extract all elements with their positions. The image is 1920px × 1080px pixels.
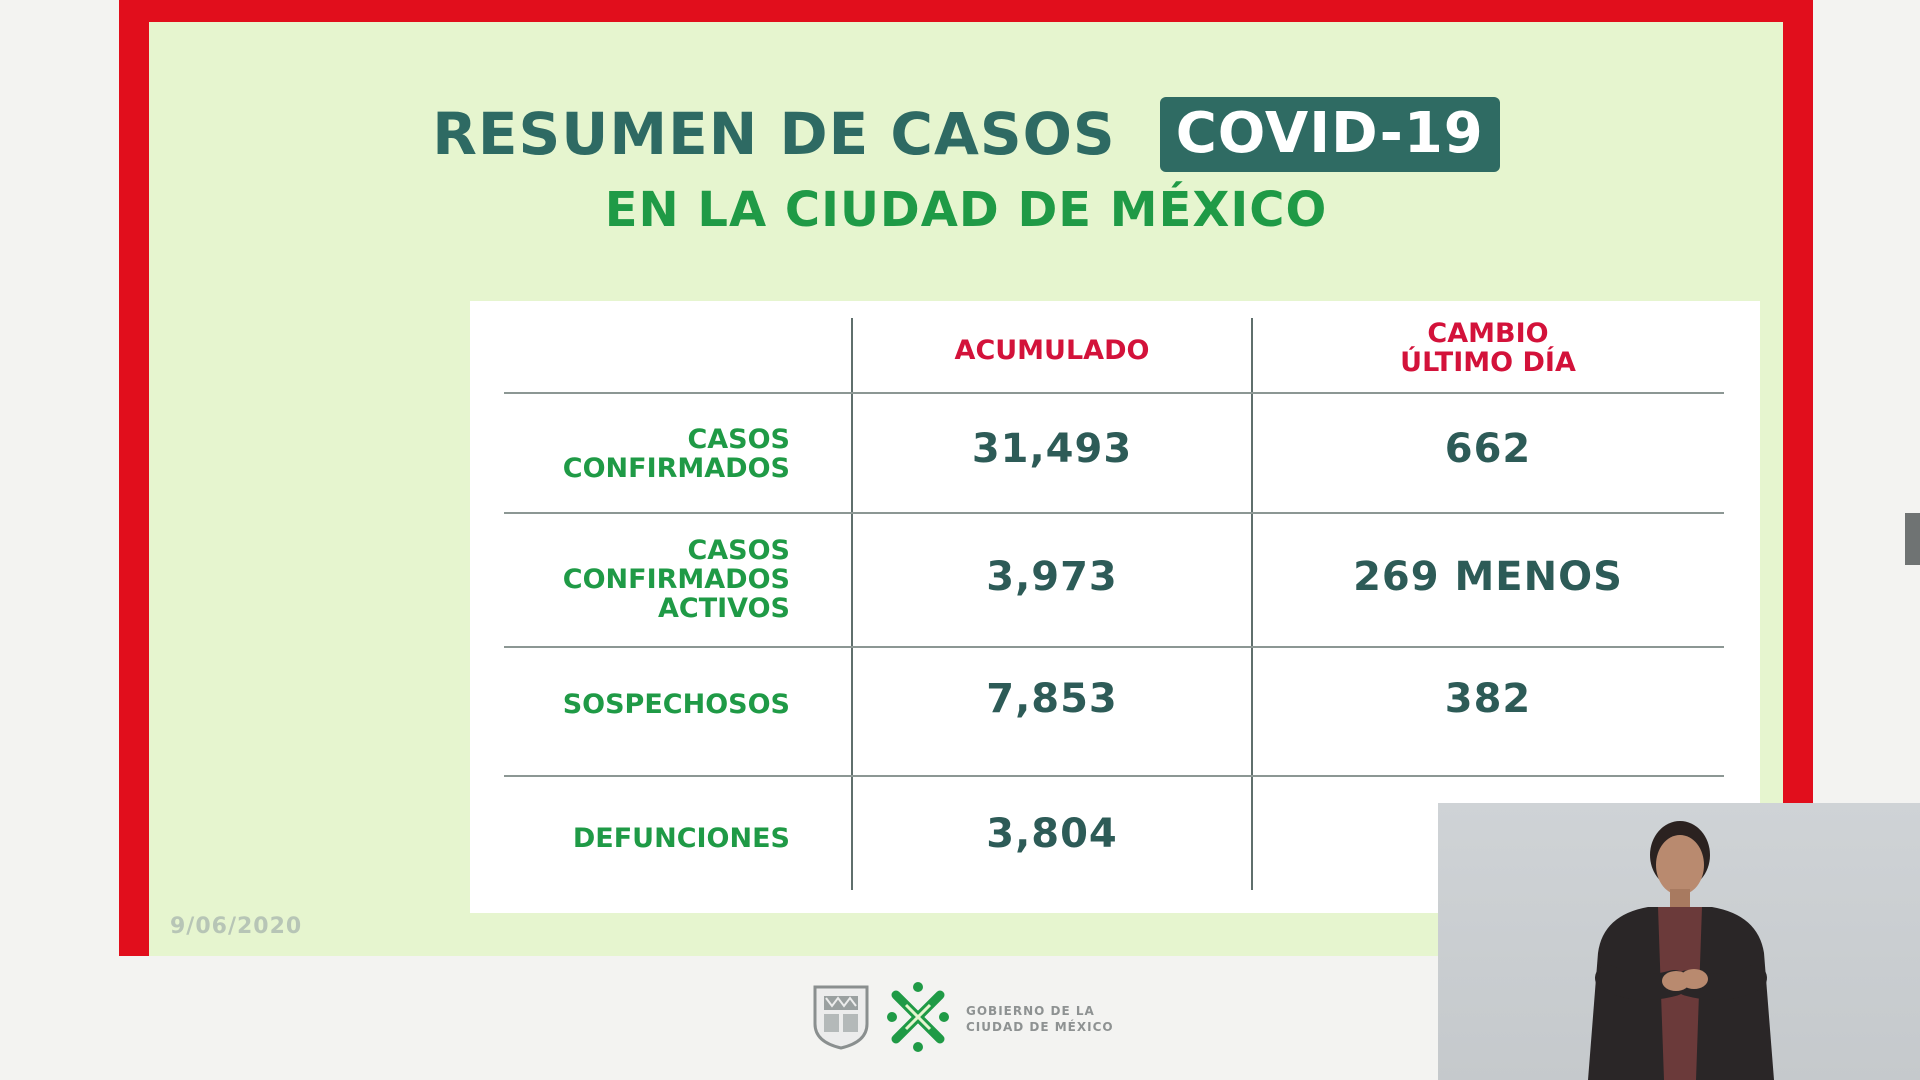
row-label-line: DEFUNCIONES [572,823,790,854]
cdmx-logo-icon [886,981,950,1057]
title-row: RESUMEN DE CASOS COVID-19 [149,94,1783,174]
row-divider [504,646,1724,648]
header-accumulated: ACUMULADO [954,335,1150,366]
row-label-line: CASOS [687,424,790,455]
value-suspected-accumulated: 7,853 [986,676,1118,722]
footer-logos: GOBIERNO DE LA CIUDAD DE MÉXICO [812,981,1114,1057]
value-active-change: 269 MENOS [1353,554,1623,600]
value-deaths-accumulated: 3,804 [986,811,1118,857]
slide-panel: RESUMEN DE CASOS COVID-19 EN LA CIUDAD D… [149,22,1783,956]
row-divider [504,512,1724,514]
slide-date: 9/06/2020 [170,914,303,939]
slide-title: RESUMEN DE CASOS [432,100,1116,168]
row-label-line: CONFIRMADOS [562,453,790,484]
gov-wordmark: GOBIERNO DE LA CIUDAD DE MÉXICO [966,1003,1114,1035]
row-label-line: ACTIVOS [658,593,790,624]
row-label-confirmed: CASOS CONFIRMADOS [510,425,790,483]
row-label-line: SOSPECHOSOS [562,689,790,720]
header-change: CAMBIO ÚLTIMO DÍA [1253,319,1723,377]
row-label-line: CASOS [687,535,790,566]
row-label-suspected: SOSPECHOSOS [510,690,790,719]
gov-wordmark-line1: GOBIERNO DE LA [966,1004,1095,1018]
slide-subtitle: EN LA CIUDAD DE MÉXICO [604,182,1328,238]
header-change-line2: ÚLTIMO DÍA [1400,347,1576,378]
row-divider [504,392,1724,394]
row-label-deaths: DEFUNCIONES [510,824,790,853]
value-suspected-change: 382 [1444,676,1532,722]
column-divider [1251,318,1253,890]
column-divider [851,318,853,890]
coat-of-arms-icon [812,984,870,1054]
value-confirmed-accumulated: 31,493 [971,426,1133,472]
value-active-accumulated: 3,973 [986,554,1118,600]
gov-wordmark-line2: CIUDAD DE MÉXICO [966,1020,1114,1034]
row-divider [504,775,1724,777]
covid-badge: COVID-19 [1159,96,1500,172]
sign-language-interpreter-video [1438,803,1920,1080]
header-change-line1: CAMBIO [1427,318,1549,349]
value-confirmed-change: 662 [1444,426,1532,472]
side-scroll-tab[interactable] [1905,513,1920,565]
row-label-active: CASOS CONFIRMADOS ACTIVOS [510,536,790,623]
row-label-line: CONFIRMADOS [562,564,790,595]
